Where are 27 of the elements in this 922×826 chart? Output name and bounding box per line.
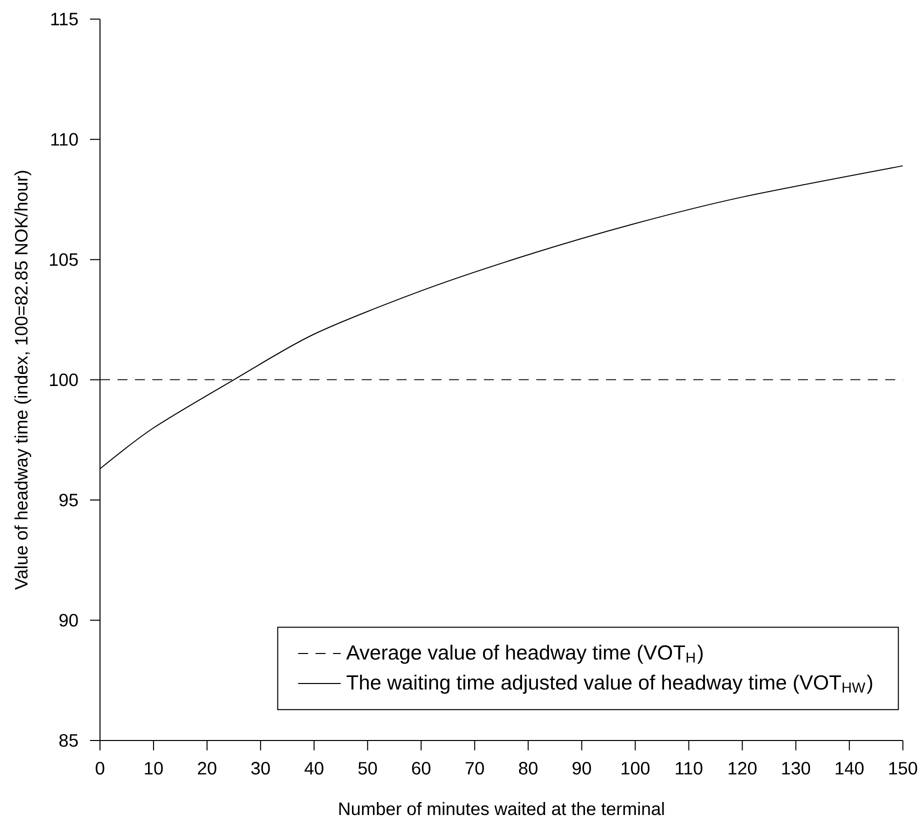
legend-label: The waiting time adjusted value of headway time (VOT$_{HW}$) <box>346 674 872 694</box>
y-tick-label: 90 <box>59 614 78 626</box>
x-tick-label: 130 <box>782 762 810 774</box>
x-tick-label: 90 <box>572 762 591 774</box>
y-tick-label: 105 <box>50 253 78 266</box>
x-tick-label: 100 <box>622 762 650 774</box>
y-tick-label: 85 <box>59 734 78 747</box>
x-tick-label: 80 <box>519 762 538 774</box>
x-tick-label: 40 <box>304 762 324 774</box>
y-tick-label: 100 <box>50 373 78 386</box>
x-tick-label: 10 <box>144 762 163 774</box>
y-tick-label: 95 <box>59 494 78 506</box>
x-axis-title: Number of minutes waited at the terminal <box>339 802 664 816</box>
y-tick-label: 115 <box>51 12 78 26</box>
x-tick-label: 140 <box>836 762 864 774</box>
x-tick-label: 70 <box>466 762 484 774</box>
y-tick-label: 110 <box>51 132 78 146</box>
legend-label: Average value of headway time (VOT$_{H}$) <box>346 644 703 664</box>
x-tick-label: 0 <box>96 762 104 774</box>
y-axis-title: Value of headway time (index, 100=82.85 NOK/hour) <box>14 170 32 590</box>
x-tick-label: 150 <box>889 762 918 774</box>
x-tick-label: 120 <box>728 762 757 774</box>
x-tick-label: 60 <box>412 762 430 774</box>
x-tick-label: 50 <box>358 762 377 774</box>
x-tick-label: 110 <box>676 762 702 774</box>
x-tick-label: 30 <box>251 762 270 774</box>
x-tick-label: 20 <box>198 762 216 774</box>
